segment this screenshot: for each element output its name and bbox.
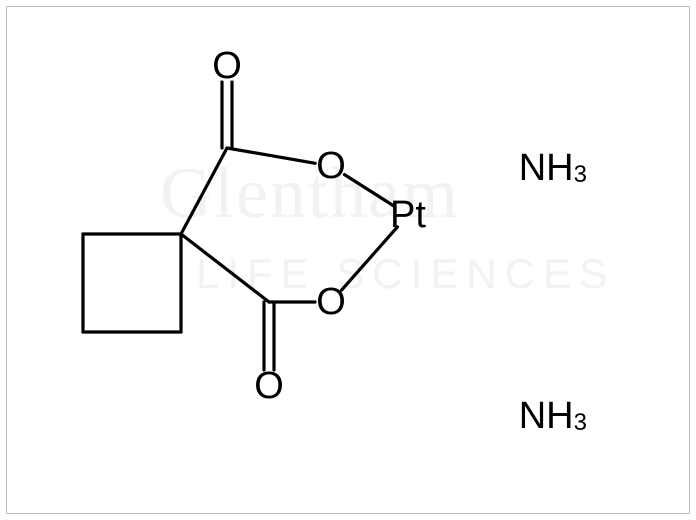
- atom-n1: NH3: [519, 147, 587, 189]
- atom-o4: O: [254, 365, 284, 407]
- atom-o1: O: [212, 45, 242, 87]
- atom-n2: NH3: [519, 395, 587, 437]
- chemical-structure: OOOOPtNH3NH3: [0, 0, 696, 520]
- atom-o2: O: [316, 145, 346, 187]
- atom-pt: Pt: [390, 194, 426, 236]
- atom-o3: O: [316, 281, 346, 323]
